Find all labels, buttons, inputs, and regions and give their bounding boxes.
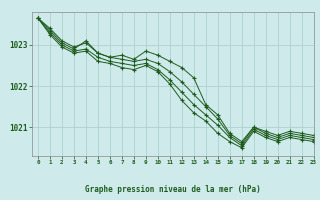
Text: Graphe pression niveau de la mer (hPa): Graphe pression niveau de la mer (hPa) xyxy=(85,185,261,194)
